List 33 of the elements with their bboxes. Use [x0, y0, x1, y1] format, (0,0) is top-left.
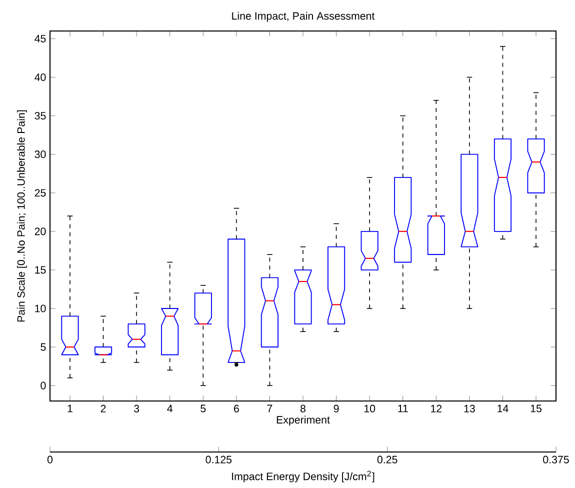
x-tick-label: 11 — [398, 404, 408, 412]
y-tick-label: 25 — [34, 189, 46, 197]
x-tick-label: 5 — [200, 404, 206, 412]
x-tick-label: 9 — [334, 404, 339, 412]
x-tick-label: 15 — [530, 404, 542, 412]
x-tick-label: 1 — [68, 404, 72, 412]
y-tick-label: 0 — [40, 382, 46, 390]
x2-axis-title: Impact Energy Density [J/cm$^{2}$] — [232, 470, 374, 482]
y-tick-label: 15 — [35, 266, 46, 274]
x-tick-label: 12 — [431, 404, 442, 412]
x-tick-label: 8 — [300, 404, 306, 412]
x-axis-title: Experiment — [276, 416, 330, 426]
x-tick-label: 2 — [100, 404, 106, 412]
y-axis-title: Pain Scale [0..No Pain; 100..Unberable Pain] — [16, 110, 27, 322]
x2-tick-label: 0 — [47, 456, 53, 464]
x-tick-label: 10 — [364, 404, 376, 412]
x-tick-label: 7 — [267, 404, 272, 412]
x-tick-label: 3 — [134, 404, 140, 412]
x2-tick-label: 0.375 — [543, 456, 569, 464]
y-tick-label: 30 — [34, 150, 46, 158]
chart-title: Line Impact, Pain Assessment — [232, 12, 375, 22]
y-tick-label: 5 — [40, 343, 46, 351]
x-tick-label: 14 — [498, 404, 508, 412]
y-tick-label: 20 — [34, 228, 46, 236]
y-tick-label: 40 — [34, 73, 46, 82]
x2-tick-label: 0.25 — [377, 456, 398, 464]
y-tick-label: 10 — [35, 304, 46, 312]
y-tick-label: 35 — [34, 112, 46, 120]
x-tick-label: 6 — [234, 404, 239, 412]
x2-tick-label: 0.125 — [206, 456, 232, 464]
x-tick-label: 4 — [167, 404, 173, 412]
y-tick-label: 45 — [34, 34, 46, 42]
x-tick-label: 13 — [464, 404, 475, 412]
